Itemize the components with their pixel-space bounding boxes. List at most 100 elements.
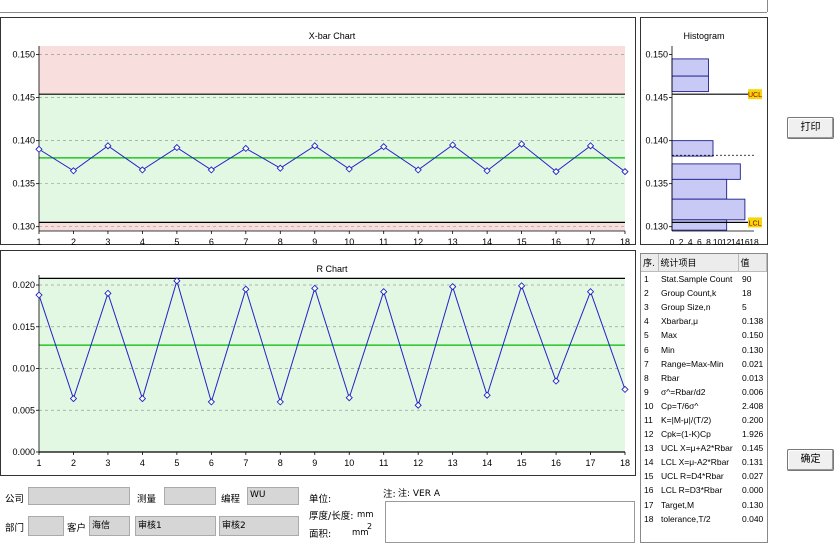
xbar-x-tick-label: 10: [344, 237, 354, 246]
statistics-cell-item: tolerance,T/2: [661, 513, 711, 524]
histogram-y-tick-label: 0.150: [645, 50, 668, 60]
statistics-cell-value: 0.027: [742, 471, 764, 482]
r-data-point: [380, 288, 388, 296]
statistics-table: 序. 统计项目 值 1 Stat.Sample Count 90 2 Group Cou…: [640, 253, 768, 543]
statistics-header-row: 序. 统计项目 值: [641, 254, 767, 272]
company-field[interactable]: [28, 487, 130, 505]
histogram-bar: [671, 163, 741, 180]
r-x-tick-label: 15: [517, 458, 527, 468]
r-data-point: [414, 401, 422, 409]
r-x-tick-label: 8: [278, 458, 283, 468]
histogram-x-tick-label: 18: [749, 237, 759, 246]
statistics-cell-index: 9: [644, 386, 649, 397]
column-header-value: 值: [738, 254, 767, 272]
xbar-data-point: [311, 142, 319, 150]
xbar-data-point: [138, 166, 147, 174]
r-data-point: [35, 291, 43, 299]
xbar-data-point: [483, 167, 491, 175]
statistics-row: 13 UCL X=μ+A2*Rbar 0.145: [641, 441, 767, 455]
r-x-tick-label: 4: [140, 458, 145, 468]
statistics-cell-item: Cp=T/6σ^: [661, 400, 699, 411]
histogram-x-tick-label: 16: [740, 237, 750, 246]
statistics-row: 11 K=|M-μ|/(T/2) 0.200: [641, 413, 767, 427]
r-x-tick-label: 1: [36, 458, 41, 468]
xbar-y-tick-label: 0.135: [12, 179, 35, 189]
r-title: R Chart: [316, 264, 348, 274]
statistics-cell-index: 5: [644, 330, 649, 341]
statistics-cell-value: 0.021: [742, 358, 764, 369]
histogram-y-tick-label: 0.135: [645, 179, 668, 189]
r-x-tick-label: 3: [105, 458, 110, 468]
department-field[interactable]: [28, 516, 64, 536]
histogram-lcl-label-bg: [748, 217, 762, 228]
xbar-x-tick-label: 7: [243, 237, 248, 246]
statistics-cell-value: 0.006: [742, 386, 764, 397]
r-data-point: [69, 394, 78, 403]
histogram-title: Histogram: [683, 31, 724, 41]
xbar-data-point: [380, 143, 388, 151]
r-x-tick-label: 5: [174, 458, 179, 468]
statistics-cell-index: 13: [644, 443, 654, 454]
xbar-data-point: [517, 140, 526, 148]
statistics-cell-item: Range=Max-Min: [661, 358, 724, 369]
statistics-cell-item: LCL R=D3*Rbar: [661, 485, 723, 496]
histogram-bar: [671, 219, 728, 231]
r-y-tick-label: 0.020: [12, 280, 35, 290]
statistics-cell-index: 14: [644, 457, 654, 468]
statistics-row: 18 tolerance,T/2 0.040: [641, 512, 767, 526]
statistics-cell-index: 10: [644, 400, 654, 411]
r-data-point: [242, 285, 250, 293]
statistics-cell-value: 2.408: [742, 400, 764, 411]
statistics-cell-value: 0.000: [742, 485, 764, 496]
histogram-bar: [671, 58, 709, 77]
xbar-y-tick-label: 0.145: [12, 93, 35, 103]
print-button[interactable]: 打印: [787, 117, 834, 139]
r-data-point: [621, 385, 629, 394]
statistics-cell-index: 18: [644, 513, 654, 524]
xbar-x-tick-label: 15: [517, 237, 527, 246]
confirm-button[interactable]: 确定: [787, 449, 834, 471]
r-x-tick-label: 13: [448, 458, 458, 468]
r-data-point: [517, 282, 526, 290]
xbar-data-point: [345, 165, 353, 173]
statistics-cell-item: Max: [661, 330, 678, 341]
xbar-data-point: [207, 166, 215, 174]
r-x-tick-label: 6: [209, 458, 214, 468]
r-y-tick-label: 0.015: [12, 322, 35, 332]
customer-field[interactable]: 海信: [89, 516, 130, 536]
r-x-tick-label: 18: [620, 458, 630, 468]
xbar-data-point: [621, 167, 629, 176]
xbar-data-point: [586, 142, 595, 150]
r-y-tick-label: 0.000: [12, 447, 35, 457]
histogram-x-tick-label: 6: [697, 237, 702, 246]
r-x-tick-label: 17: [586, 458, 596, 468]
xbar-upper-zone: [39, 46, 625, 95]
statistics-cell-item: K=|M-μ|/(T/2): [661, 414, 712, 425]
r-data-point: [276, 398, 284, 406]
statistics-row: 12 Cpk=(1-K)Cp 1.926: [641, 427, 767, 441]
statistics-row: 17 Target,M 0.130: [641, 498, 767, 512]
statistics-cell-value: 1.926: [742, 429, 764, 440]
area-unit-superscript: 2: [367, 522, 373, 531]
statistics-cell-index: 8: [644, 372, 649, 383]
measure-label: 测量: [137, 494, 157, 505]
r-data-point: [483, 391, 491, 399]
department-label: 部门: [5, 523, 25, 534]
program-field[interactable]: WU: [247, 487, 299, 505]
note-textarea[interactable]: [385, 501, 635, 543]
statistics-row: 2 Group Count,k 18: [641, 286, 767, 300]
r-chart-panel: R Chart 0.020 0.015 0.010 0.005 0.000 1 2 3 4 5 6 7 8…: [0, 250, 636, 476]
histogram-x-tick-label: 8: [706, 237, 711, 246]
statistics-cell-item: LCL X=μ-A2*Rbar: [661, 457, 730, 468]
xbar-y-tick-label: 0.130: [12, 222, 35, 232]
statistics-cell-item: Target,M: [661, 499, 695, 510]
xbar-x-tick-label: 18: [620, 237, 630, 246]
xbar-data-point: [242, 144, 250, 153]
reviewer1-field[interactable]: 审核1: [135, 516, 216, 536]
column-header-index: 序.: [641, 254, 659, 272]
reviewer2-field[interactable]: 审核2: [219, 516, 299, 536]
measure-field[interactable]: [164, 487, 216, 505]
company-label: 公司: [5, 494, 25, 505]
